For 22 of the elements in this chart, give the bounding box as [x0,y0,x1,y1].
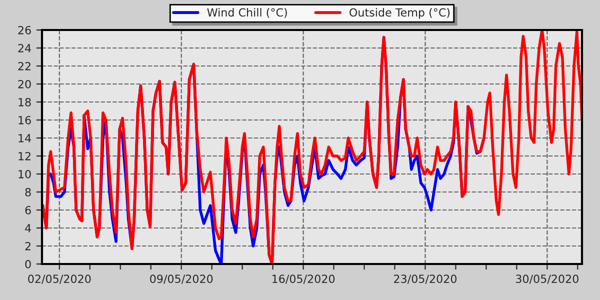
y-tick-label: 24 [18,44,31,52]
y-tick-label: 10 [18,170,31,178]
x-tick-label: 09/05/2020 [150,274,213,284]
y-tick-label: 4 [25,224,31,232]
x-tick-label: 23/05/2020 [394,274,457,284]
y-tick-label: 8 [25,188,31,196]
legend-label: Wind Chill (°C) [207,8,287,18]
y-tick-label: 20 [18,80,31,88]
y-tick-label: 0 [25,260,31,268]
y-tick-label: 26 [18,26,31,34]
y-tick-label: 14 [18,134,31,142]
y-tick-label: 18 [18,98,31,106]
legend-label: Outside Temp (°C) [350,8,450,19]
y-tick-label: 12 [18,152,30,160]
y-tick-label: 22 [18,62,30,70]
y-tick-label: 16 [18,116,31,124]
x-tick-label: 16/05/2020 [272,274,335,284]
x-tick-label: 30/05/2020 [516,274,578,284]
y-tick-label: 2 [25,242,30,250]
x-tick-label: 02/05/2020 [28,274,91,284]
y-tick-label: 6 [25,206,31,214]
line-series [42,30,582,264]
